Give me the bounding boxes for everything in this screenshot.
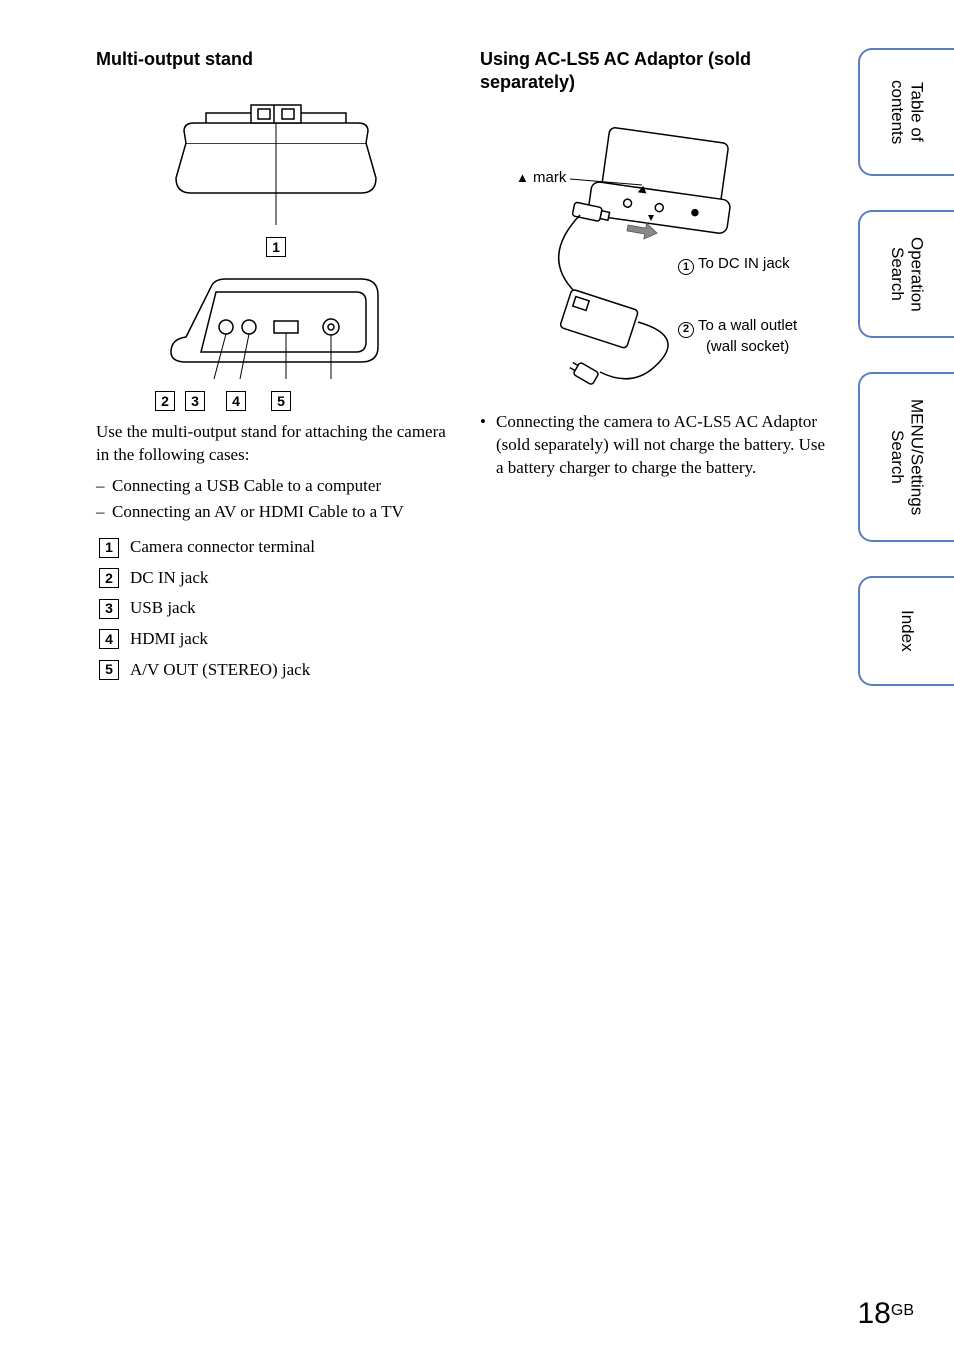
tab-operation-search[interactable]: Operation Search	[858, 210, 954, 338]
left-column: Multi-output stand 1	[96, 48, 456, 685]
legend-text: Camera connector terminal	[130, 532, 315, 563]
callout-box-5: 5	[271, 391, 291, 411]
legend-num: 4	[99, 629, 119, 649]
tab-label: Operation Search	[887, 212, 926, 336]
tab-label: Table of contents	[887, 50, 926, 174]
legend-text: DC IN jack	[130, 563, 208, 594]
page-number-value: 18	[858, 1297, 891, 1330]
tab-toc[interactable]: Table of contents	[858, 48, 954, 176]
page-content: Multi-output stand 1	[96, 48, 836, 685]
figure2-callouts: 2 3 4 5	[134, 391, 456, 411]
legend-num: 5	[99, 660, 119, 680]
tab-label: Index	[897, 610, 917, 652]
legend-num: 1	[99, 538, 119, 558]
figure-ac-adaptor: ▲ mark 1To DC IN jack 2To a wall outlet …	[480, 107, 836, 397]
legend-list: 1 Camera connector terminal 2 DC IN jack…	[96, 532, 456, 685]
bullet-item: Connecting the camera to AC-LS5 AC Adapt…	[480, 411, 836, 480]
callout-box-3: 3	[185, 391, 205, 411]
right-column: Using AC-LS5 AC Adaptor (sold separately…	[480, 48, 836, 685]
annot1-text: To DC IN jack	[698, 255, 790, 272]
tab-index[interactable]: Index	[858, 576, 954, 686]
callout-box-4: 4	[226, 391, 246, 411]
legend-item-2: 2 DC IN jack	[96, 563, 456, 594]
page-number-suffix: GB	[891, 1302, 914, 1319]
tab-menu-settings-search[interactable]: MENU/Settings Search	[858, 372, 954, 542]
left-cases-list: Connecting a USB Cable to a computer Con…	[96, 473, 456, 524]
legend-text: USB jack	[130, 593, 196, 624]
legend-num: 2	[99, 568, 119, 588]
annot2a-text: To a wall outlet	[698, 317, 797, 334]
left-intro: Use the multi-output stand for attaching…	[96, 421, 456, 467]
annot-dcin: 1To DC IN jack	[678, 255, 790, 275]
legend-item-4: 4 HDMI jack	[96, 624, 456, 655]
figure-stand-rear: 2 3 4 5	[96, 267, 456, 411]
page-number: 18GB	[858, 1297, 915, 1331]
legend-text: HDMI jack	[130, 624, 208, 655]
right-bullets: Connecting the camera to AC-LS5 AC Adapt…	[480, 411, 836, 480]
left-title: Multi-output stand	[96, 48, 456, 71]
case-item: Connecting a USB Cable to a computer	[96, 473, 456, 499]
legend-item-5: 5 A/V OUT (STEREO) jack	[96, 655, 456, 686]
legend-item-3: 3 USB jack	[96, 593, 456, 624]
tab-label: MENU/Settings Search	[887, 374, 926, 540]
legend-text: A/V OUT (STEREO) jack	[130, 655, 310, 686]
circ-2-icon: 2	[678, 322, 694, 338]
right-title: Using AC-LS5 AC Adaptor (sold separately…	[480, 48, 836, 95]
figure1-callouts: 1	[96, 237, 456, 257]
circ-1-icon: 1	[678, 259, 694, 275]
mark-annotation: ▲ mark	[516, 169, 566, 186]
annot2b-text: (wall socket)	[706, 338, 789, 355]
mark-label: mark	[533, 169, 566, 186]
side-tabs: Table of contents Operation Search MENU/…	[858, 48, 954, 720]
legend-num: 3	[99, 599, 119, 619]
figure-stand-top: 1	[96, 83, 456, 257]
case-item: Connecting an AV or HDMI Cable to a TV	[96, 499, 456, 525]
callout-box-1: 1	[266, 237, 286, 257]
callout-box-2: 2	[155, 391, 175, 411]
annot-wall: 2To a wall outlet (wall socket)	[678, 317, 797, 357]
legend-item-1: 1 Camera connector terminal	[96, 532, 456, 563]
